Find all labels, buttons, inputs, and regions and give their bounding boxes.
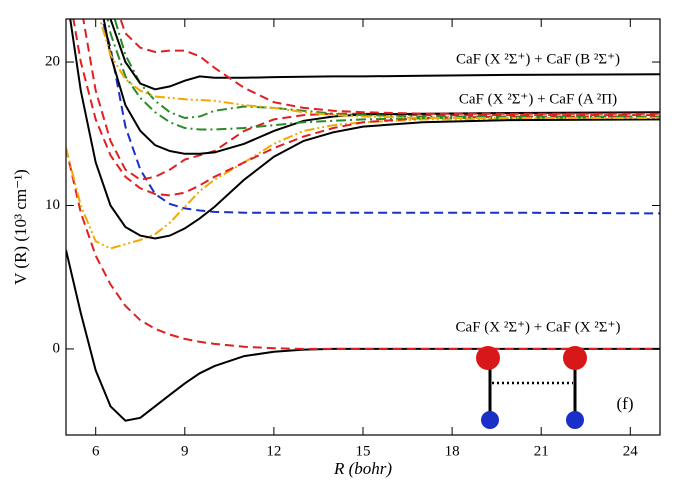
curve <box>109 19 660 91</box>
curve <box>69 19 660 240</box>
curve <box>66 118 660 250</box>
molecule-icon <box>476 346 587 429</box>
panel-label: (f) <box>617 394 634 413</box>
x-tick-label: 24 <box>623 443 639 459</box>
curve <box>113 19 660 120</box>
y-axis-label: V (R) (10³ cm⁻¹) <box>11 169 30 285</box>
curve <box>66 147 660 350</box>
x-tick-label: 6 <box>92 443 100 459</box>
curve <box>106 19 660 131</box>
x-tick-label: 18 <box>445 443 460 459</box>
x-axis-label: R (bohr) <box>333 459 392 478</box>
x-tick-label: 15 <box>356 443 371 459</box>
y-tick-label: 0 <box>53 340 61 356</box>
curve <box>119 19 660 115</box>
curve <box>66 249 660 422</box>
curve <box>100 19 660 215</box>
x-tick-label: 21 <box>534 443 549 459</box>
curves <box>66 19 660 422</box>
x-tick-label: 12 <box>266 443 281 459</box>
y-tick-label: 20 <box>45 53 60 69</box>
x-tick-label: 9 <box>181 443 189 459</box>
plot-frame <box>65 18 661 436</box>
y-tick-label: 10 <box>45 197 60 213</box>
annotation: CaF (X ²Σ⁺) + CaF (A ²Π) <box>459 91 617 107</box>
curve <box>98 19 660 119</box>
curve <box>72 19 660 197</box>
curve <box>82 19 660 181</box>
annotation: CaF (X ²Σ⁺) + CaF (B ²Σ⁺) <box>456 51 620 67</box>
annotation: CaF (X ²Σ⁺) + CaF (X ²Σ⁺) <box>456 319 621 335</box>
